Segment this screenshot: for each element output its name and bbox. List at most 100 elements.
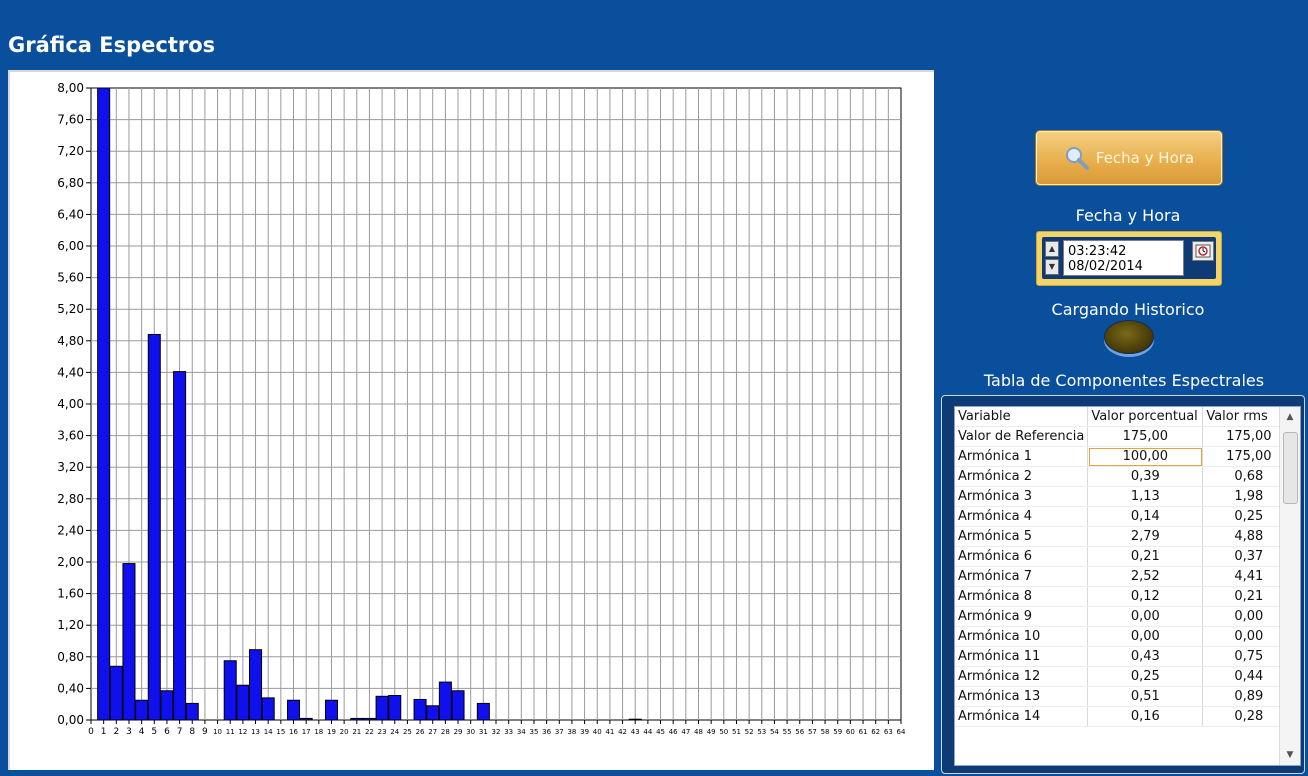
table-row[interactable]: Armónica 7 2,52 4,41 [955, 566, 1296, 587]
x-tick-label: 62 [871, 728, 880, 736]
table-cell[interactable]: Armónica 6 [955, 546, 1089, 567]
magnifier-icon [1065, 147, 1089, 170]
table-cell[interactable]: Armónica 1 [955, 446, 1089, 467]
table-row[interactable]: Armónica 6 0,21 0,37 [955, 546, 1296, 567]
bar [109, 665, 123, 721]
bar [173, 371, 187, 721]
x-tick-label: 29 [454, 728, 463, 736]
table-cell[interactable]: 0,00 [1202, 606, 1296, 627]
x-tick-label: 21 [352, 728, 361, 736]
table-cell[interactable]: 0,25 [1087, 666, 1204, 687]
x-tick-label: 7 [177, 727, 183, 737]
table-cell[interactable]: Armónica 14 [955, 706, 1089, 727]
table-row[interactable]: Armónica 12 0,25 0,44 [955, 666, 1296, 687]
bar [122, 563, 136, 721]
calendar-icon[interactable] [1192, 241, 1214, 261]
table-cell[interactable]: 0,16 [1087, 706, 1204, 727]
table-cell[interactable]: Armónica 3 [955, 486, 1089, 507]
table-row[interactable]: Armónica 2 0,39 0,68 [955, 466, 1296, 487]
table-cell[interactable]: 2,79 [1087, 526, 1204, 547]
bar [426, 705, 440, 721]
table-row[interactable]: Armónica 9 0,00 0,00 [955, 606, 1296, 627]
table-cell[interactable]: Armónica 12 [955, 666, 1089, 687]
table-cell[interactable]: 0,89 [1202, 686, 1296, 707]
table-scrollbar[interactable]: ▲ ▼ [1279, 407, 1300, 765]
table-cell[interactable]: Armónica 8 [955, 586, 1089, 607]
datetime-field[interactable]: 03:23:42 08/02/2014 [1063, 240, 1184, 276]
table-cell[interactable]: 0,37 [1202, 546, 1296, 567]
table-row[interactable]: Armónica 5 2,79 4,88 [955, 526, 1296, 547]
datetime-spinner[interactable]: ▲ ▼ [1045, 241, 1059, 275]
table-cell[interactable]: 0,21 [1087, 546, 1204, 567]
table-cell[interactable]: 0,51 [1087, 686, 1204, 707]
table-cell[interactable]: 0,28 [1202, 706, 1296, 727]
x-tick-label: 27 [428, 728, 437, 736]
x-tick-label: 41 [605, 728, 614, 736]
table-cell[interactable]: 1,13 [1087, 486, 1204, 507]
y-tick-label: 5,20 [57, 302, 84, 316]
bar [362, 717, 376, 721]
table-cell[interactable]: Armónica 9 [955, 606, 1089, 627]
x-tick-label: 50 [719, 728, 728, 736]
table-cell[interactable]: 0,39 [1087, 466, 1204, 487]
x-tick-label: 59 [833, 728, 842, 736]
table-cell[interactable]: Armónica 5 [955, 526, 1089, 547]
table-cell[interactable]: 100,00 [1087, 446, 1204, 467]
table-cell[interactable]: 4,88 [1202, 526, 1296, 547]
spin-up-icon[interactable]: ▲ [1045, 241, 1059, 257]
table-cell[interactable]: Armónica 7 [955, 566, 1089, 587]
x-tick-label: 18 [314, 728, 323, 736]
table-row[interactable]: Armónica 3 1,13 1,98 [955, 486, 1296, 507]
bar [97, 87, 111, 721]
y-tick-label: 0,00 [57, 713, 84, 727]
table-cell[interactable]: 4,41 [1202, 566, 1296, 587]
y-tick-label: 2,00 [57, 555, 84, 569]
table-cell[interactable]: 0,14 [1087, 506, 1204, 527]
table-cell[interactable]: 0,00 [1087, 606, 1204, 627]
table-cell[interactable]: Armónica 2 [955, 466, 1089, 487]
bar [160, 690, 174, 721]
bar [324, 699, 338, 721]
x-tick-label: 23 [378, 728, 387, 736]
table-cell[interactable]: 2,52 [1087, 566, 1204, 587]
table-cell[interactable]: 0,68 [1202, 466, 1296, 487]
table-row[interactable]: Armónica 8 0,12 0,21 [955, 586, 1296, 607]
table-cell[interactable]: 0,44 [1202, 666, 1296, 687]
x-tick-label: 28 [441, 728, 450, 736]
scroll-down-icon[interactable]: ▼ [1286, 750, 1294, 760]
table-cell[interactable]: 0,21 [1202, 586, 1296, 607]
table-cell[interactable]: 0,75 [1202, 646, 1296, 667]
table-cell[interactable]: Armónica 10 [955, 626, 1089, 647]
x-tick-label: 31 [479, 728, 488, 736]
x-tick-label: 47 [681, 728, 690, 736]
table-cell[interactable]: 0,00 [1087, 626, 1204, 647]
x-tick-label: 32 [492, 728, 501, 736]
table-cell[interactable]: 0,43 [1087, 646, 1204, 667]
table-cell[interactable]: 1,98 [1202, 486, 1296, 507]
x-tick-label: 3 [126, 727, 132, 737]
x-tick-label: 64 [897, 728, 906, 736]
search-date-button[interactable]: Fecha y Hora [1036, 131, 1222, 185]
x-tick-label: 63 [884, 728, 893, 736]
table-cell[interactable]: Armónica 11 [955, 646, 1089, 667]
table-cell[interactable]: Valor de Referencia [955, 426, 1089, 447]
table-row[interactable]: Armónica 4 0,14 0,25 [955, 506, 1296, 527]
table-row[interactable]: Armónica 13 0,51 0,89 [955, 686, 1296, 707]
scroll-up-icon[interactable]: ▲ [1286, 412, 1294, 422]
table-cell[interactable]: 0,25 [1202, 506, 1296, 527]
table-row[interactable]: Armónica 1 100,00 175,00 [955, 446, 1296, 467]
y-tick-label: 6,40 [57, 207, 84, 221]
spin-down-icon[interactable]: ▼ [1045, 259, 1059, 275]
x-tick-label: 49 [707, 728, 716, 736]
table-cell[interactable]: Armónica 13 [955, 686, 1089, 707]
scroll-thumb[interactable] [1283, 432, 1298, 504]
table-cell[interactable]: Armónica 4 [955, 506, 1089, 527]
table-cell[interactable]: 175,00 [1087, 426, 1204, 447]
table-cell[interactable]: 0,12 [1087, 586, 1204, 607]
table-row[interactable]: Armónica 11 0,43 0,75 [955, 646, 1296, 667]
table-row[interactable]: Valor de Referencia 175,00 175,00 [955, 426, 1296, 447]
table-row[interactable]: Armónica 10 0,00 0,00 [955, 626, 1296, 647]
x-tick-label: 1 [101, 727, 107, 737]
loading-indicator-led [1104, 320, 1154, 354]
table-row[interactable]: Armónica 14 0,16 0,28 [955, 706, 1296, 727]
